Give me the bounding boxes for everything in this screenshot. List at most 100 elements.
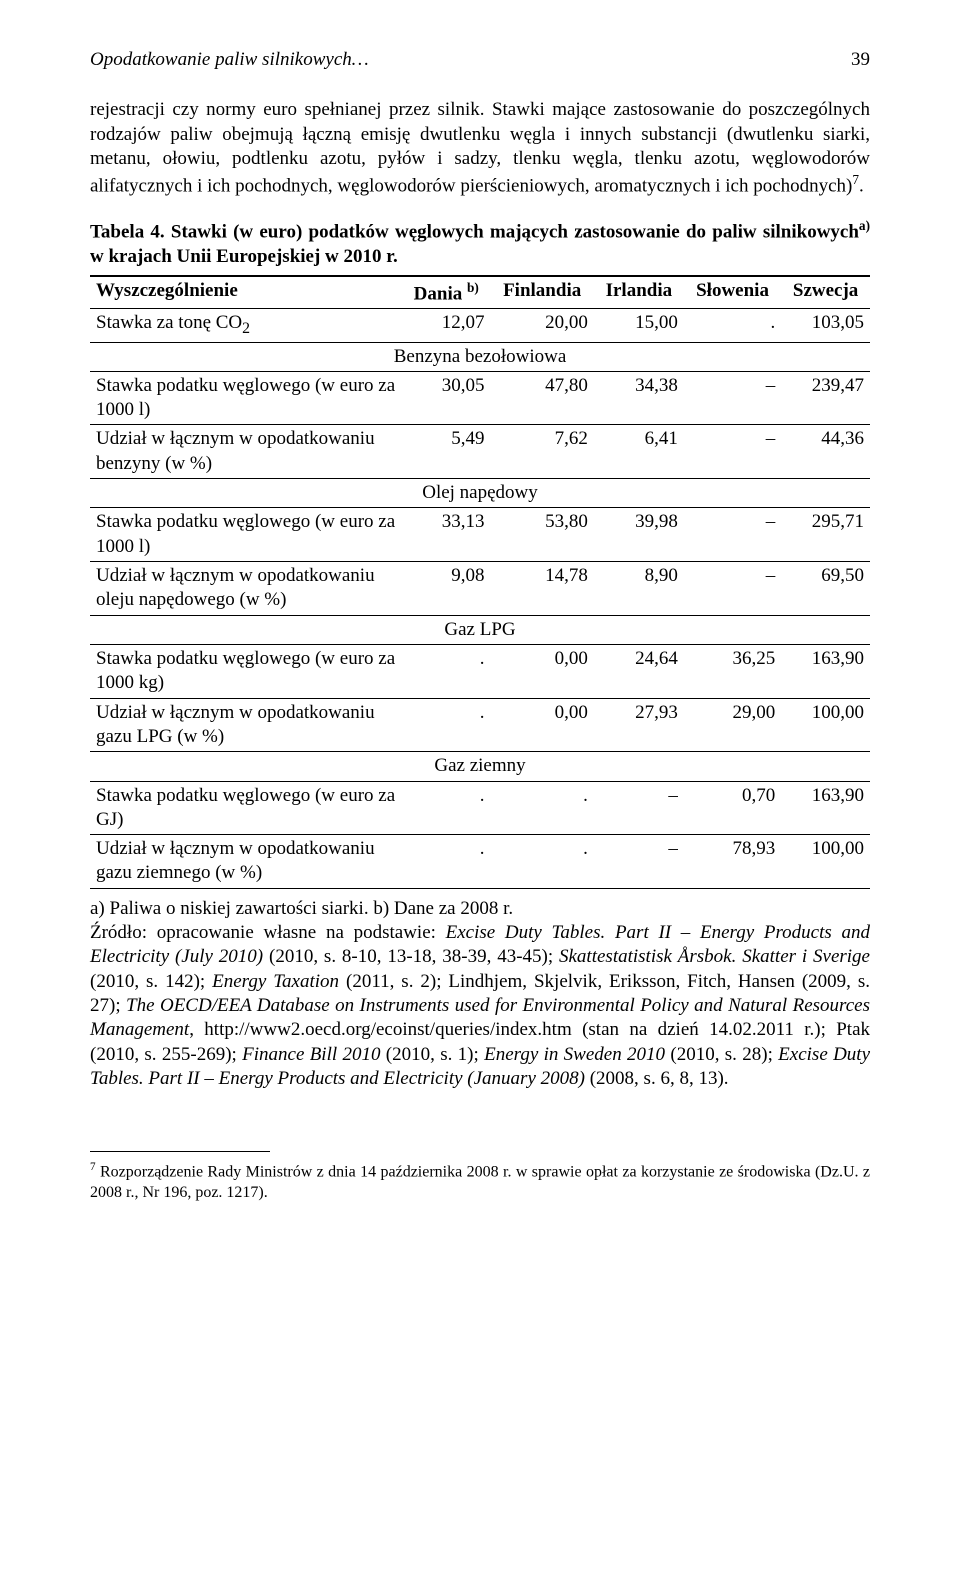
row-co2-v4: 103,05 — [781, 309, 870, 342]
row-value: 239,47 — [781, 371, 870, 425]
notes-i5: Finance Bill 2010 — [242, 1044, 380, 1065]
row-value: 44,36 — [781, 425, 870, 479]
row-label: Udział w łącznym w opodatkowaniu gazu LP… — [90, 698, 402, 752]
row-label: Stawka podatku węglowego (w euro za 1000… — [90, 371, 402, 425]
row-value: 33,13 — [402, 508, 490, 562]
row-co2-sub: 2 — [242, 320, 250, 337]
row-co2-v1: 20,00 — [490, 309, 593, 342]
table-row: Stawka podatku węglowego (w euro za 1000… — [90, 508, 870, 562]
notes-i3: Energy Taxation — [212, 971, 339, 992]
row-value: 0,00 — [490, 698, 593, 752]
row-value: 36,25 — [684, 644, 781, 698]
running-title: Opodatkowanie paliw silnikowych… — [90, 49, 369, 70]
section-title: Gaz ziemny — [90, 752, 870, 781]
row-value: 69,50 — [781, 562, 870, 616]
row-label: Stawka podatku węglowego (w euro za 1000… — [90, 644, 402, 698]
row-value: 14,78 — [490, 562, 593, 616]
section-header: Olej napędowy — [90, 479, 870, 508]
table-row: Udział w łącznym w opodatkowaniu oleju n… — [90, 562, 870, 616]
row-value: 27,93 — [594, 698, 684, 752]
row-value: 53,80 — [490, 508, 593, 562]
row-value: – — [684, 425, 781, 479]
table-caption-sup: a) — [859, 218, 870, 233]
row-label: Udział w łącznym w opodatkowaniu benzyny… — [90, 425, 402, 479]
row-value: 30,05 — [402, 371, 490, 425]
table-head: Wyszczególnienie Dania b) Finlandia Irla… — [90, 276, 870, 309]
row-value: 0,70 — [684, 781, 781, 835]
row-value: . — [402, 698, 490, 752]
row-co2-label: Stawka za tonę CO2 — [90, 309, 402, 342]
row-value: 7,62 — [490, 425, 593, 479]
section-header: Gaz LPG — [90, 615, 870, 644]
row-label: Stawka podatku węglowego (w euro za 1000… — [90, 508, 402, 562]
col-1-sup: b) — [467, 280, 479, 295]
table-row: Udział w łącznym w opodatkowaniu gazu zi… — [90, 835, 870, 889]
row-value: 39,98 — [594, 508, 684, 562]
row-co2: Stawka za tonę CO2 12,07 20,00 15,00 . 1… — [90, 309, 870, 342]
notes-line-a: a) Paliwa o niskiej zawartości siarki. b… — [90, 898, 513, 919]
notes-src-prefix: Źródło: opracowanie własne na podstawie: — [90, 922, 446, 943]
table-caption-lead: Tabela 4. Stawki (w euro) podatków węglo… — [90, 221, 859, 242]
row-co2-label-text: Stawka za tonę CO — [96, 312, 242, 333]
row-co2-v0: 12,07 — [402, 309, 490, 342]
col-1-label: Dania — [414, 283, 463, 304]
page: Opodatkowanie paliw silnikowych… 39 reje… — [0, 0, 960, 1264]
table-caption: Tabela 4. Stawki (w euro) podatków węglo… — [90, 217, 870, 269]
footnote-text: Rozporządzenie Rady Ministrów z dnia 14 … — [90, 1164, 870, 1201]
table-row: Stawka podatku węglowego (w euro za 1000… — [90, 644, 870, 698]
row-value: – — [594, 835, 684, 889]
row-value: . — [490, 835, 593, 889]
col-3: Irlandia — [594, 276, 684, 309]
notes-t1: (2010, s. 8-10, 13-18, 38-39, 43-45); — [263, 946, 559, 967]
section-title: Olej napędowy — [90, 479, 870, 508]
running-head: Opodatkowanie paliw silnikowych… 39 — [90, 48, 870, 72]
col-2: Finlandia — [490, 276, 593, 309]
col-2-label: Finlandia — [503, 280, 581, 301]
row-value: 100,00 — [781, 835, 870, 889]
row-value: – — [684, 371, 781, 425]
row-label: Udział w łącznym w opodatkowaniu gazu zi… — [90, 835, 402, 889]
notes-t6: (2010, s. 28); — [665, 1044, 778, 1065]
table-caption-tail: w krajach Unii Europejskiej w 2010 r. — [90, 246, 398, 267]
section-header: Gaz ziemny — [90, 752, 870, 781]
row-value: 0,00 — [490, 644, 593, 698]
row-value: 29,00 — [684, 698, 781, 752]
row-value: 34,38 — [594, 371, 684, 425]
notes-i6: Energy in Sweden 2010 — [484, 1044, 665, 1065]
row-value: 163,90 — [781, 781, 870, 835]
col-5-label: Szwecja — [793, 280, 858, 301]
col-0-label: Wyszczególnienie — [96, 280, 238, 301]
row-value: 100,00 — [781, 698, 870, 752]
row-value: 163,90 — [781, 644, 870, 698]
col-3-label: Irlandia — [606, 280, 673, 301]
footnote-7: 7 Rozporządzenie Rady Ministrów z dnia 1… — [90, 1160, 870, 1203]
section-header: Benzyna bezołowiowa — [90, 342, 870, 371]
table-body: Stawka za tonę CO2 12,07 20,00 15,00 . 1… — [90, 309, 870, 888]
paragraph-1-tail: . — [859, 176, 864, 197]
table-notes: a) Paliwa o niskiej zawartości siarki. b… — [90, 897, 870, 1092]
row-co2-v2: 15,00 — [594, 309, 684, 342]
table-row: Stawka podatku węglowego (w euro za 1000… — [90, 371, 870, 425]
notes-i2: Skattestatistisk Årsbok. Skatter i Sveri… — [559, 946, 870, 967]
row-value: – — [684, 562, 781, 616]
row-value: 295,71 — [781, 508, 870, 562]
notes-t2: (2010, s. 142); — [90, 971, 212, 992]
row-value: . — [490, 781, 593, 835]
row-co2-v3: . — [684, 309, 781, 342]
row-label: Udział w łącznym w opodatkowaniu oleju n… — [90, 562, 402, 616]
row-value: 24,64 — [594, 644, 684, 698]
paragraph-1-text: rejestracji czy normy euro spełnianej pr… — [90, 99, 870, 196]
row-value: 78,93 — [684, 835, 781, 889]
col-5: Szwecja — [781, 276, 870, 309]
section-title: Gaz LPG — [90, 615, 870, 644]
row-value: 8,90 — [594, 562, 684, 616]
table-row: Udział w łącznym w opodatkowaniu gazu LP… — [90, 698, 870, 752]
section-title: Benzyna bezołowiowa — [90, 342, 870, 371]
row-value: – — [594, 781, 684, 835]
col-4: Słowenia — [684, 276, 781, 309]
row-value: 47,80 — [490, 371, 593, 425]
row-value: . — [402, 644, 490, 698]
table-header-row: Wyszczególnienie Dania b) Finlandia Irla… — [90, 276, 870, 309]
paragraph-1: rejestracji czy normy euro spełnianej pr… — [90, 98, 870, 199]
row-value: 5,49 — [402, 425, 490, 479]
